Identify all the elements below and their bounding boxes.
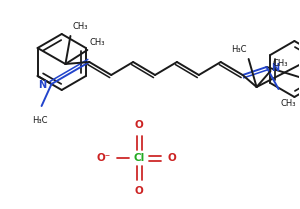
Text: CH₃: CH₃: [72, 22, 88, 31]
Text: CH₃: CH₃: [89, 38, 105, 47]
Text: N: N: [38, 80, 46, 90]
Text: H₃C: H₃C: [231, 45, 247, 54]
Text: CH₃: CH₃: [272, 59, 288, 68]
Text: O: O: [167, 153, 176, 163]
Text: H₃C: H₃C: [32, 116, 47, 125]
Text: O: O: [135, 186, 144, 196]
Text: CH₃: CH₃: [280, 99, 296, 108]
Text: O: O: [135, 120, 144, 130]
Text: O⁻: O⁻: [96, 153, 110, 163]
Text: Cl: Cl: [134, 153, 145, 163]
Text: N: N: [272, 63, 280, 73]
